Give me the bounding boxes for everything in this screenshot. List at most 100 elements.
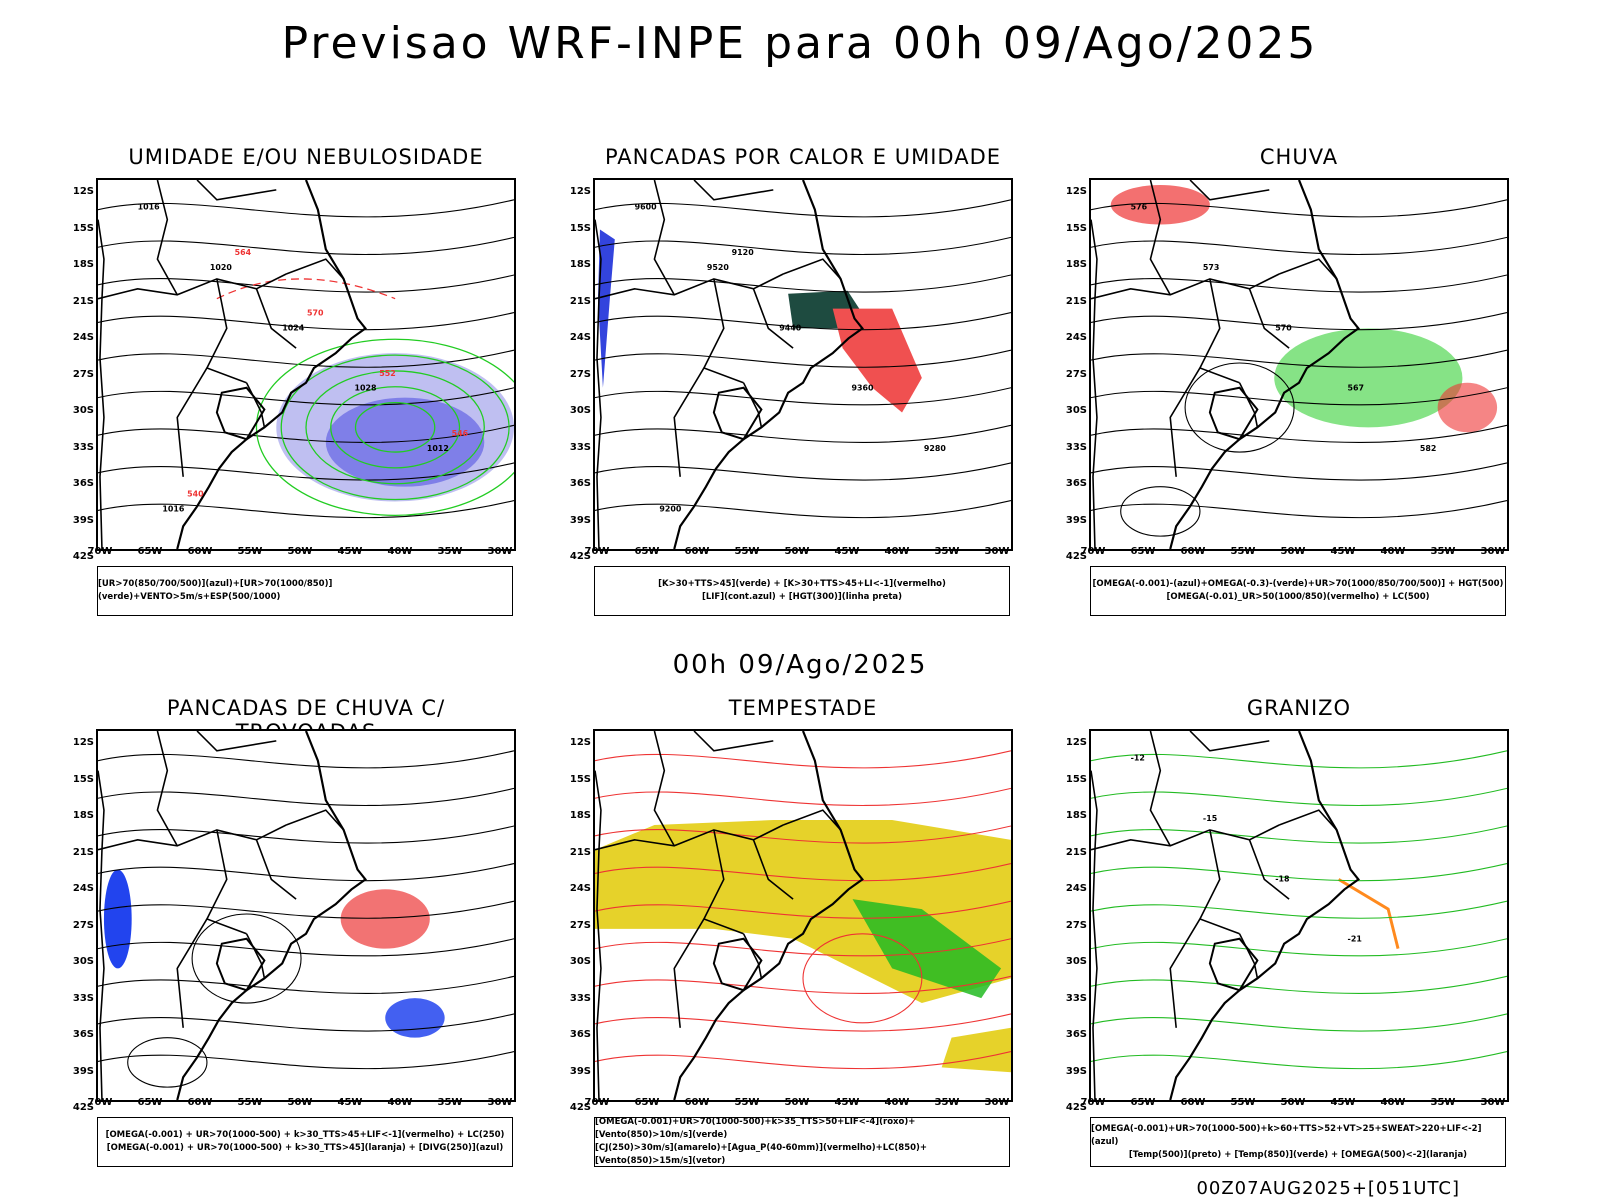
country-border — [98, 273, 287, 300]
lon-tick-label: 70W — [584, 1097, 610, 1108]
lat-tick-label: 24S — [72, 883, 94, 894]
wind-green-shade — [852, 899, 1002, 999]
country-border — [285, 809, 345, 831]
contour-line — [595, 938, 1011, 957]
contour-line — [98, 499, 514, 519]
lon-tick-label: 55W — [734, 546, 760, 557]
lon-tick-label: 40W — [1380, 1097, 1406, 1108]
lon-tick-label: 65W — [1130, 1097, 1156, 1108]
coastline — [1169, 731, 1360, 1100]
contour-label: 573 — [1203, 263, 1220, 272]
country-border — [1278, 258, 1338, 280]
contour-label: 9520 — [707, 263, 730, 272]
lon-tick-label: 40W — [884, 1097, 910, 1108]
lat-tick-label: 27S — [569, 368, 591, 380]
contour-line — [1091, 236, 1507, 256]
lat-tick-label: 18S — [569, 259, 591, 270]
panel-title: PANCADAS POR CALOR E UMIDADE — [604, 145, 1002, 169]
panel-title: GRANIZO — [1246, 696, 1352, 720]
country-border — [1198, 278, 1240, 384]
lat-tick-label: 30S — [569, 405, 591, 416]
country-border — [1149, 180, 1171, 296]
lat-tick-label: 33S — [569, 992, 591, 1004]
cyclone-contour — [127, 1037, 208, 1088]
contour-label: 576 — [1131, 203, 1148, 212]
country-border — [1169, 367, 1201, 477]
legend-line: [OMEGA(-0.001) + UR>70(1000-500) + k>30_… — [106, 1143, 504, 1153]
lon-tick-label: 30W — [487, 1097, 513, 1108]
country-border — [1198, 829, 1240, 935]
divergence-west — [103, 869, 132, 969]
contour-line — [595, 1013, 1011, 1032]
forecast-map-2: 9600 9520 9440 9360 9280 9200 9120 — [593, 178, 1013, 551]
forecast-map-3: 576 573 570 567 582 — [1089, 178, 1509, 551]
lat-tick-label: 33S — [72, 441, 94, 453]
map-canvas: -12 -15 -18 -21 — [1091, 731, 1507, 1100]
lon-tick-label: 40W — [387, 546, 413, 557]
west-coastline — [595, 770, 602, 1100]
contour-line — [595, 462, 1011, 481]
lon-tick-label: 50W — [1280, 546, 1306, 557]
lon-tick-label: 55W — [1230, 546, 1256, 557]
lon-tick-label: 65W — [1130, 546, 1156, 557]
country-border — [1091, 273, 1280, 300]
contour-label: 570 — [307, 309, 324, 318]
contour-line — [595, 825, 1011, 844]
contour-line — [98, 863, 514, 882]
contour-line — [1091, 462, 1507, 481]
map-canvas: 576 573 570 567 582 — [1091, 180, 1507, 549]
legend-line: [OMEGA(-0.001)-(azul)+OMEGA(-0.3)-(verde… — [1092, 579, 1504, 589]
lon-tick-label: 35W — [1430, 1097, 1456, 1108]
forecast-map-1: 1016 1020 1024 1028 1012 1016 564 570 552 546 540 — [96, 178, 516, 551]
country-border — [1169, 918, 1201, 1028]
humidity-core — [325, 397, 485, 487]
lat-tick-label: 30S — [72, 956, 94, 967]
contour-label: 1020 — [210, 263, 233, 272]
contour-label: 582 — [1420, 444, 1437, 453]
rain-red-shade-east — [1437, 382, 1498, 433]
lon-tick-label: 50W — [1280, 1097, 1306, 1108]
panel-title: TEMPESTADE — [728, 696, 878, 720]
country-border — [693, 180, 774, 201]
legend-line: [LIF](cont.azul) + [HGT(300)](linha pret… — [701, 592, 903, 602]
rain-red-shade — [1110, 184, 1210, 225]
uruguay-outline — [215, 937, 266, 992]
lat-tick-label: 24S — [569, 883, 591, 894]
cyclone-contour — [1120, 486, 1201, 537]
panel-legend: [K>30+TTS>45](verde) + [K>30+TTS>45+LI<-… — [594, 566, 1010, 616]
lon-tick-label: 40W — [1380, 546, 1406, 557]
lat-tick-label: 33S — [72, 992, 94, 1004]
contour-line — [1091, 750, 1507, 769]
lat-tick-label: 39S — [569, 514, 591, 526]
country-border — [176, 367, 208, 477]
country-border — [595, 273, 784, 300]
contour-line — [98, 750, 514, 769]
map-canvas: 1016 1020 1024 1028 1012 1016 564 570 552 546 540 — [98, 180, 514, 549]
lat-tick-label: 24S — [1065, 332, 1087, 343]
lon-tick-label: 70W — [584, 546, 610, 557]
panel-legend: [OMEGA(-0.001) + UR>70(1000-500) + k>30_… — [97, 1117, 513, 1167]
uruguay-outline — [215, 386, 266, 441]
lat-tick-label: 39S — [1065, 514, 1087, 526]
streamline-vortex — [802, 933, 923, 1024]
lat-tick-label: 42S — [72, 551, 94, 562]
contour-line — [1091, 424, 1507, 443]
country-border — [156, 731, 178, 847]
contour-line — [595, 863, 1011, 882]
lat-tick-label: 42S — [569, 1102, 591, 1113]
country-border — [156, 180, 178, 296]
contour-label: 9360 — [852, 384, 875, 393]
contour-line — [1091, 312, 1507, 331]
lon-tick-label: 45W — [337, 546, 363, 557]
lat-tick-label: 27S — [1065, 919, 1087, 931]
contour-line — [595, 236, 1011, 256]
lat-tick-label: 21S — [569, 846, 591, 858]
legend-line: [OMEGA(-0.001)+UR>70(1000-500)+k>60+TTS>… — [1091, 1123, 1482, 1147]
lat-tick-label: 42S — [1065, 1102, 1087, 1113]
coastline — [176, 180, 367, 549]
lon-tick-label: 30W — [487, 546, 513, 557]
country-border — [673, 367, 705, 477]
lat-tick-label: 15S — [1065, 222, 1087, 234]
contour-line — [98, 938, 514, 957]
contour-label: 9440 — [779, 323, 802, 332]
